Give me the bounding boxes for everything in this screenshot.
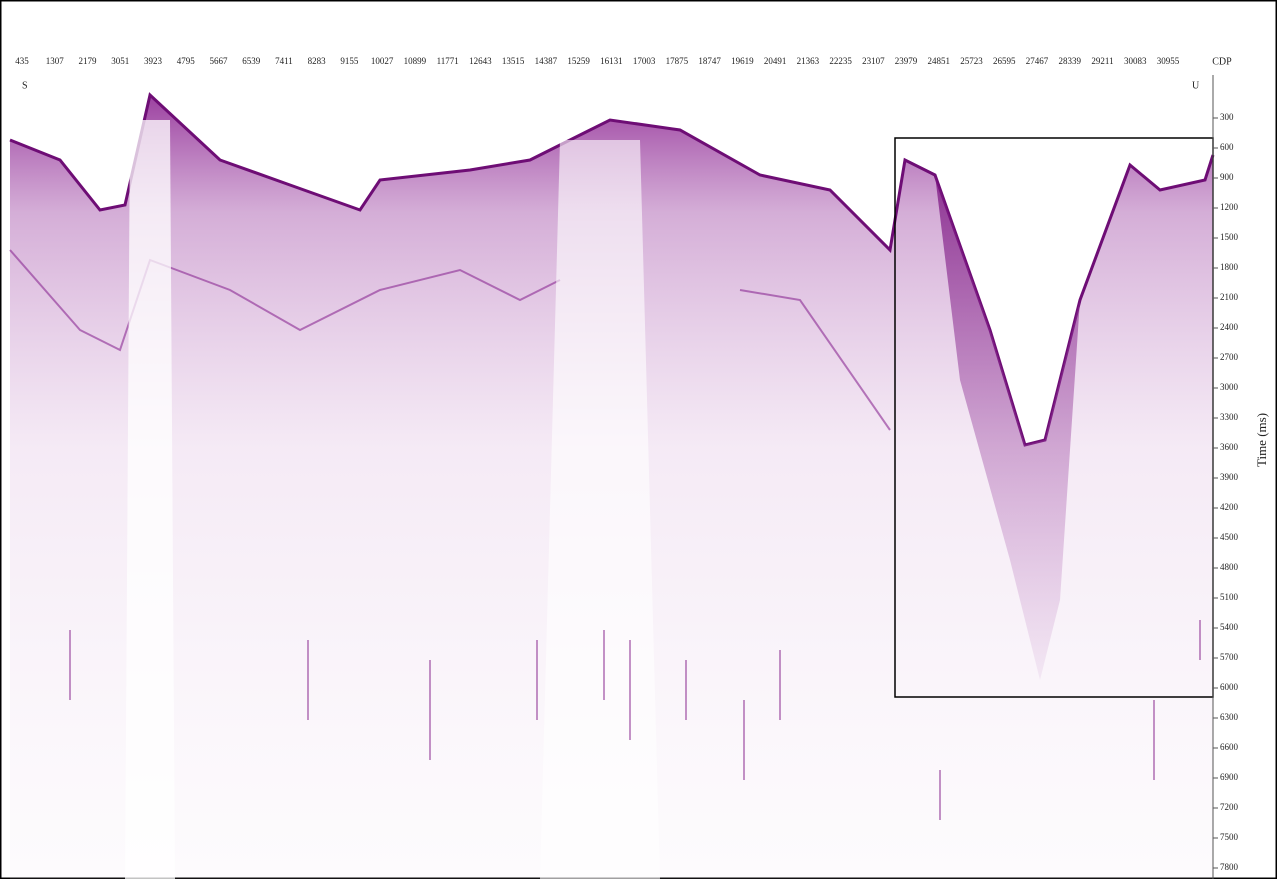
top-tick-label: 7411 (275, 56, 293, 66)
right-tick-label: 1800 (1220, 262, 1239, 272)
top-tick-label: 13515 (502, 56, 525, 66)
top-tick-label: 23107 (862, 56, 885, 66)
top-tick-label: 23979 (895, 56, 918, 66)
right-tick-label: 6000 (1220, 682, 1239, 692)
top-tick-label: 10899 (404, 56, 427, 66)
top-tick-label: 18747 (698, 56, 721, 66)
top-tick-label: 9155 (340, 56, 359, 66)
right-tick-label: 5700 (1220, 652, 1239, 662)
top-tick-label: 30955 (1157, 56, 1180, 66)
right-tick-label: 5100 (1220, 592, 1239, 602)
right-tick-label: 4500 (1220, 532, 1239, 542)
top-tick-label: 25723 (960, 56, 983, 66)
top-tick-label: 22235 (829, 56, 852, 66)
top-tick-label: 16131 (600, 56, 623, 66)
top-tick-label: 30083 (1124, 56, 1147, 66)
right-tick-label: 6600 (1220, 742, 1239, 752)
marker-label: U (1192, 80, 1200, 91)
right-axis-title: Time (ms) (1254, 413, 1269, 467)
right-tick-label: 6900 (1220, 772, 1239, 782)
right-tick-label: 2400 (1220, 322, 1239, 332)
top-tick-label: 29211 (1091, 56, 1113, 66)
right-tick-label: 300 (1220, 112, 1234, 122)
right-tick-label: 3900 (1220, 472, 1239, 482)
right-tick-label: 1200 (1220, 202, 1239, 212)
right-tick-label: 6300 (1220, 712, 1239, 722)
right-tick-label: 3000 (1220, 382, 1239, 392)
top-tick-label: 6539 (242, 56, 261, 66)
right-tick-label: 900 (1220, 172, 1234, 182)
top-tick-label: 5667 (209, 56, 228, 66)
right-tick-label: 600 (1220, 142, 1234, 152)
right-tick-label: 4200 (1220, 502, 1239, 512)
top-tick-label: 28339 (1059, 56, 1082, 66)
top-tick-label: 17003 (633, 56, 656, 66)
top-tick-label: 435 (15, 56, 29, 66)
top-tick-label: 21363 (797, 56, 820, 66)
right-tick-label: 7800 (1220, 862, 1239, 872)
right-tick-label: 4800 (1220, 562, 1239, 572)
top-tick-label: 20491 (764, 56, 787, 66)
top-tick-label: 11771 (437, 56, 459, 66)
top-tick-label: 10027 (371, 56, 394, 66)
top-tick-label: 14387 (535, 56, 558, 66)
right-tick-label: 2700 (1220, 352, 1239, 362)
top-tick-label: 4795 (177, 56, 196, 66)
top-tick-label: 19619 (731, 56, 754, 66)
top-tick-label: 12643 (469, 56, 492, 66)
top-tick-label: 2179 (78, 56, 97, 66)
right-tick-label: 7500 (1220, 832, 1239, 842)
top-tick-label: 27467 (1026, 56, 1049, 66)
top-tick-label: 26595 (993, 56, 1016, 66)
top-tick-label: 15259 (567, 56, 590, 66)
right-tick-label: 3300 (1220, 412, 1239, 422)
top-tick-label: 3051 (111, 56, 129, 66)
right-tick-label: 1500 (1220, 232, 1239, 242)
top-tick-label: 17875 (666, 56, 689, 66)
seismic-figure: S U CDP Time (ms) 435 1307 2179 3051 3923 479… (0, 0, 1277, 879)
right-tick-label: 7200 (1220, 802, 1239, 812)
top-tick-label: 24851 (928, 56, 951, 66)
right-tick-label: 5400 (1220, 622, 1239, 632)
marker-label: S (22, 80, 28, 91)
figure: S U CDP Time (ms) 435 1307 2179 3051 3923 479… (0, 0, 1277, 879)
right-tick-label: 2100 (1220, 292, 1239, 302)
right-tick-label: 3600 (1220, 442, 1239, 452)
top-tick-label: 3923 (144, 56, 163, 66)
top-tick-label: 1307 (46, 56, 65, 66)
top-tick-label: 8283 (308, 56, 327, 66)
top-axis-title: CDP (1212, 56, 1232, 67)
